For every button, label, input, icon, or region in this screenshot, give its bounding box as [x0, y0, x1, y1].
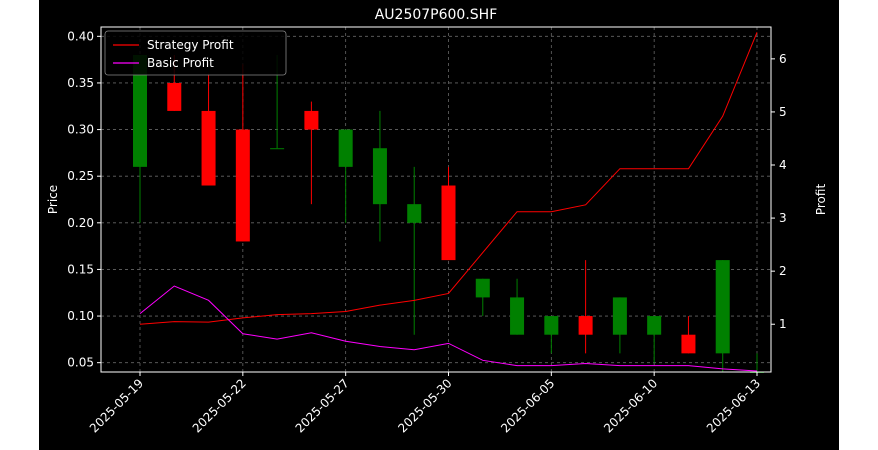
candle-body-up — [612, 297, 627, 335]
y-tick-label: 0.35 — [67, 76, 94, 90]
right-axis: 1 2 3 4 5 6 — [771, 52, 787, 331]
y-right-tick-label: 2 — [779, 264, 787, 278]
y-tick-label: 0.20 — [67, 216, 94, 230]
candle-body-down — [441, 185, 456, 261]
candlestick-chart: 0.050.100.150.200.250.300.350.40 123456 … — [46, 7, 828, 435]
candle-body-down — [235, 129, 250, 242]
legend-label: Strategy Profit — [147, 38, 234, 52]
profit-lines — [139, 32, 758, 372]
y-axis-label-left: Price — [46, 185, 60, 214]
candle-body-up — [270, 148, 285, 150]
strategy-profit-line — [139, 32, 758, 325]
y-tick-label: 0.10 — [67, 309, 94, 323]
candle-body-up — [475, 278, 490, 298]
x-tick-label: 2025-06-13 — [704, 376, 763, 435]
candle-body-down — [201, 110, 216, 186]
y-right-tick-label: 6 — [779, 52, 787, 66]
candle-body-up — [647, 316, 662, 335]
candle-body-up — [133, 54, 147, 167]
x-tick-label: 2025-05-22 — [190, 376, 249, 435]
plot-border — [100, 26, 772, 373]
y-tick-label: 0.15 — [67, 262, 94, 276]
candle-body-up — [372, 148, 387, 205]
chart-title: AU2507P600.SHF — [375, 7, 498, 23]
left-axis: 0.05 0.10 0.15 0.20 0.25 0.30 0.35 0.40 — [67, 29, 101, 370]
x-tick-label: 2025-06-10 — [601, 376, 660, 435]
candles — [133, 54, 764, 373]
candle-body-down — [578, 316, 593, 335]
y-tick-label: 0.25 — [67, 169, 94, 183]
y-tick-label: 0.30 — [67, 123, 94, 137]
basic-profit-line — [139, 285, 758, 372]
y-right-tick-label: 1 — [779, 317, 787, 331]
x-tick-label: 2025-05-30 — [395, 376, 454, 435]
candle-body-up — [715, 260, 730, 354]
x-axis: 2025-05-19 2025-05-22 2025-05-27 2025-05-30… — [87, 372, 763, 435]
candle-body-up — [544, 316, 559, 335]
candle-body-down — [681, 334, 696, 354]
candle-body-up — [510, 297, 525, 335]
candle-body-up — [338, 129, 353, 167]
x-tick-label: 2025-05-19 — [87, 376, 146, 435]
candle-body-down — [167, 82, 182, 111]
grid — [101, 27, 771, 372]
y-right-tick-label: 5 — [779, 105, 787, 119]
x-tick-label: 2025-06-05 — [498, 376, 557, 435]
y-axis-label-right: Profit — [814, 184, 828, 216]
y-tick-label: 0.40 — [67, 29, 94, 43]
y-tick-label: 0.05 — [67, 356, 94, 370]
candle-body-down — [304, 110, 319, 130]
legend-label: Basic Profit — [147, 56, 214, 70]
legend: Strategy Profit Basic Profit — [104, 30, 287, 76]
x-tick-label: 2025-05-27 — [293, 376, 352, 435]
y-right-tick-label: 4 — [779, 158, 787, 172]
legend-box — [104, 30, 287, 76]
y-right-tick-label: 3 — [779, 211, 787, 225]
candle-body-up — [407, 204, 422, 223]
